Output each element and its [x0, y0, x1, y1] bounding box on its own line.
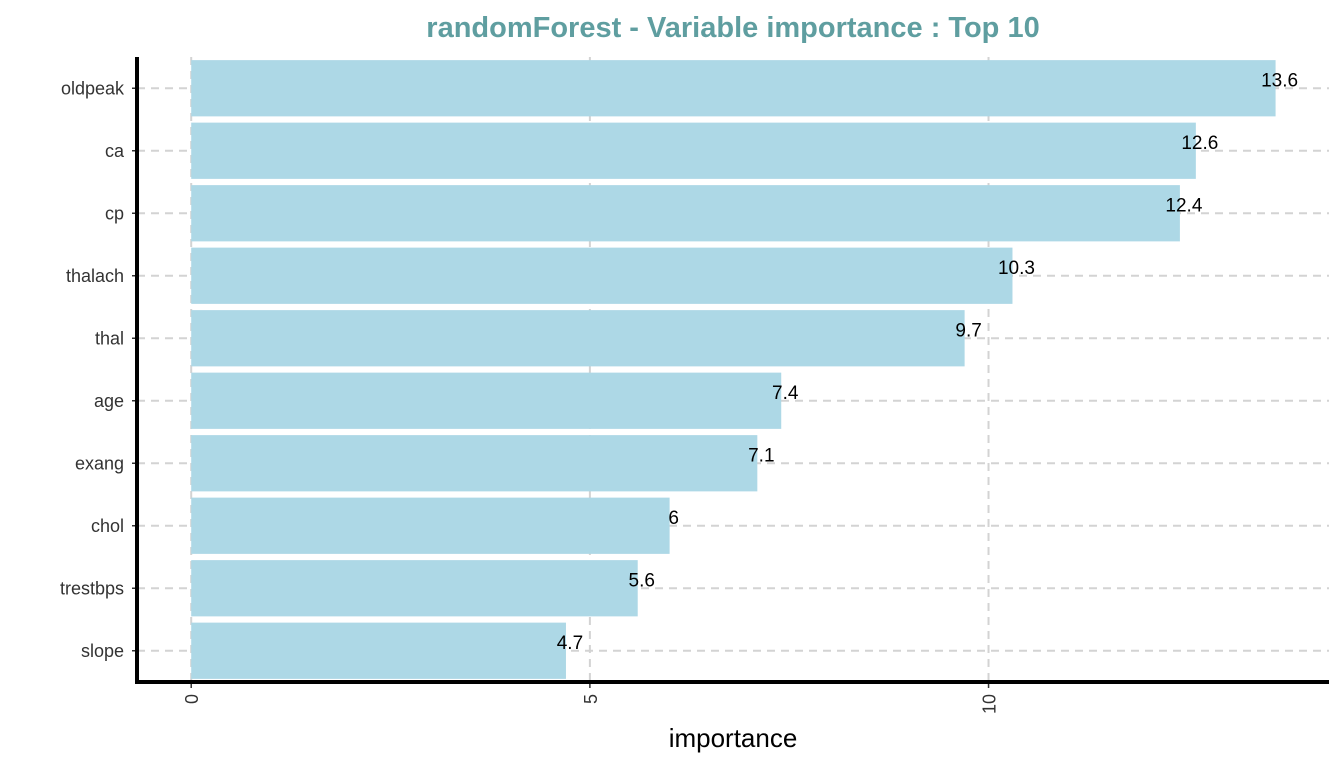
y-tick-label-exang: exang: [75, 453, 124, 473]
x-tick-label-0: 0: [182, 694, 202, 704]
bar-ca: [191, 122, 1196, 179]
x-axis-ticks: 0 5 10: [182, 682, 1000, 714]
bar-oldpeak: [191, 60, 1276, 117]
bar-chol: [191, 497, 670, 554]
y-tick-label-thalach: thalach: [66, 266, 124, 286]
data-label-thal: 9.7: [955, 320, 981, 341]
data-label-trestbps: 5.6: [629, 570, 655, 591]
y-tick-label-thal: thal: [95, 328, 124, 348]
data-label-thalach: 10.3: [998, 258, 1035, 279]
bar-thal: [191, 310, 965, 367]
bar-trestbps: [191, 560, 638, 617]
y-tick-label-oldpeak: oldpeak: [61, 78, 125, 98]
bar-slope: [191, 622, 566, 679]
y-tick-label-age: age: [94, 391, 124, 411]
bars: [191, 60, 1276, 679]
data-label-cp: 12.4: [1165, 195, 1202, 216]
x-tick-label-5: 5: [581, 694, 601, 704]
data-label-exang: 7.1: [748, 445, 774, 466]
y-tick-label-trestbps: trestbps: [60, 578, 124, 598]
y-tick-label-ca: ca: [105, 141, 125, 161]
data-label-chol: 6: [668, 508, 679, 529]
data-label-slope: 4.7: [557, 633, 583, 654]
y-tick-label-chol: chol: [91, 516, 124, 536]
data-label-ca: 12.6: [1181, 133, 1218, 154]
bar-thalach: [191, 247, 1013, 304]
data-label-age: 7.4: [772, 383, 799, 404]
x-axis-label: importance: [669, 723, 798, 753]
y-tick-label-slope: slope: [81, 641, 124, 661]
bar-age: [191, 372, 782, 429]
x-tick-label-10: 10: [980, 694, 1000, 714]
y-axis-labels: oldpeak ca cp thalach thal age exang chol trestb…: [60, 78, 137, 661]
y-tick-label-cp: cp: [105, 203, 124, 223]
bar-cp: [191, 185, 1180, 242]
data-labels: 13.6 12.6 12.4 10.3 9.7 7.4 7.1 6 5.6 4.7: [557, 70, 1298, 654]
chart-title: randomForest - Variable importance : Top…: [426, 12, 1039, 44]
data-label-oldpeak: 13.6: [1261, 70, 1298, 91]
bar-exang: [191, 435, 758, 492]
